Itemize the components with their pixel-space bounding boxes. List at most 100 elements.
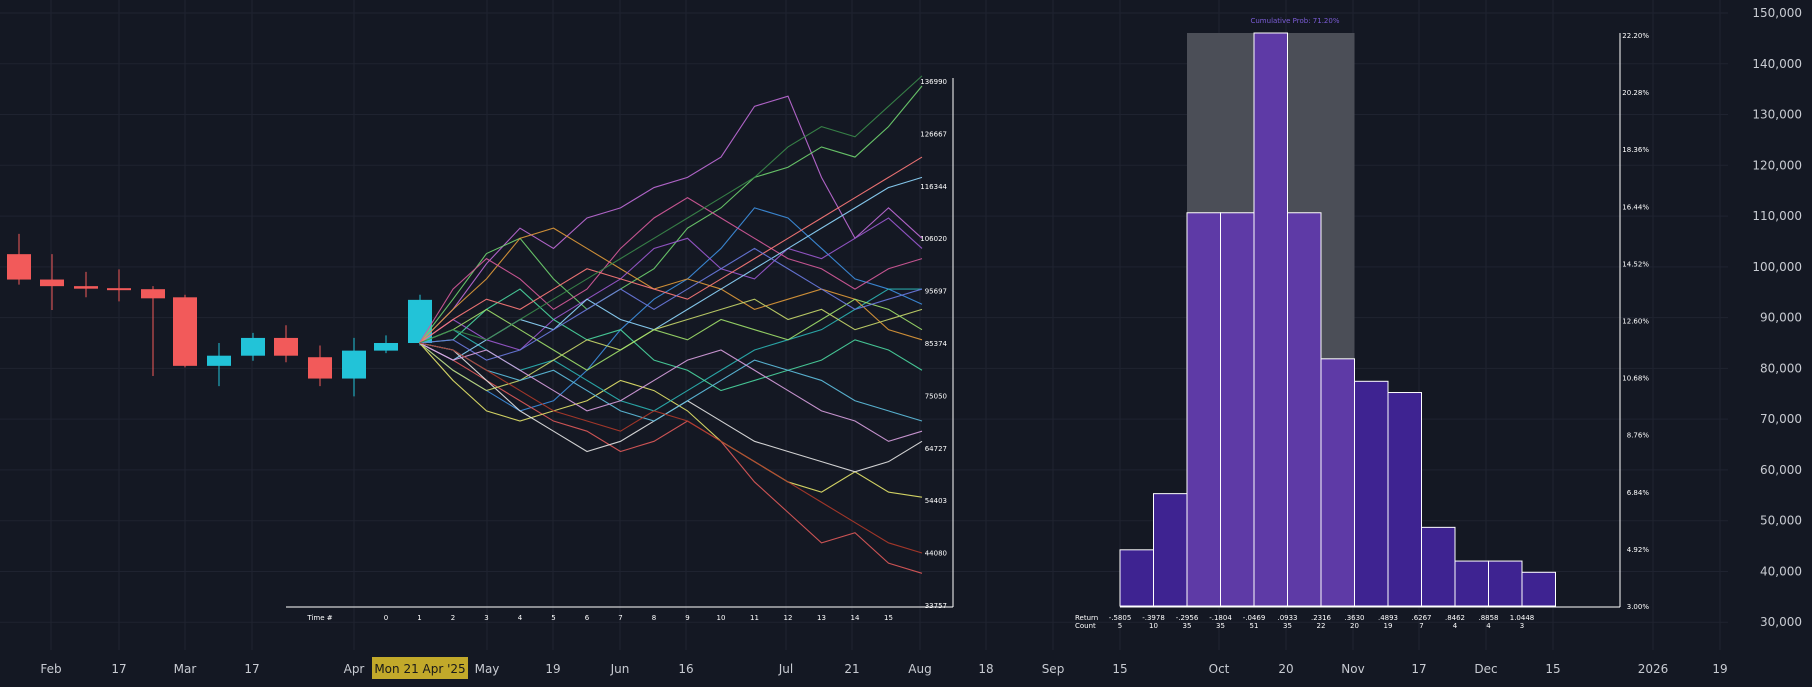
hist-y-tick-label: 10.68% bbox=[1622, 375, 1649, 383]
mc-x-tick-label: 4 bbox=[518, 614, 523, 622]
mc-x-tick-label: 15 bbox=[884, 614, 893, 622]
time-tick-label: Sep bbox=[1042, 662, 1065, 676]
crosshair-date-label: Mon 21 Apr '25 bbox=[374, 662, 465, 676]
time-tick-label: 16 bbox=[678, 662, 693, 676]
hist-return-label: 1.0448 bbox=[1510, 614, 1535, 622]
time-tick-label: 17 bbox=[1411, 662, 1426, 676]
price-tick-label: 80,000 bbox=[1760, 361, 1802, 375]
mc-y-tick-label: 64727 bbox=[925, 445, 947, 453]
histogram-bar bbox=[1153, 493, 1188, 607]
histogram-bar bbox=[1354, 380, 1389, 607]
hist-return-label: .0933 bbox=[1277, 614, 1297, 622]
hist-return-label: .4893 bbox=[1378, 614, 1398, 622]
mc-path-14 bbox=[419, 342, 923, 422]
mc-x-tick-label: 7 bbox=[618, 614, 622, 622]
candle-body bbox=[40, 279, 64, 287]
mc-y-tick-label: 116344 bbox=[920, 183, 947, 191]
candlestick-series bbox=[7, 233, 432, 397]
hist-return-label: -.2956 bbox=[1176, 614, 1199, 622]
mc-y-tick-label: 44080 bbox=[925, 550, 947, 558]
time-tick-label: 19 bbox=[545, 662, 560, 676]
time-tick-label: Aug bbox=[908, 662, 931, 676]
mc-x-tick-label: 2 bbox=[451, 614, 455, 622]
hist-y-tick-label: 8.76% bbox=[1627, 432, 1650, 440]
mc-path-6 bbox=[419, 227, 923, 344]
mc-path-7 bbox=[419, 342, 923, 473]
mc-y-tick-label: 33757 bbox=[925, 602, 947, 610]
hist-y-tick-label: 4.92% bbox=[1627, 546, 1650, 554]
hist-count-label: 20 bbox=[1350, 622, 1359, 630]
histogram-title: Cumulative Prob: 71.20% bbox=[1250, 17, 1339, 25]
candle-body bbox=[107, 288, 131, 291]
candle-body bbox=[173, 297, 197, 366]
mc-path-9 bbox=[419, 288, 923, 392]
price-tick-label: 90,000 bbox=[1760, 311, 1802, 325]
price-tick-label: 40,000 bbox=[1760, 564, 1802, 578]
histogram bbox=[1119, 32, 1621, 608]
hist-return-label: .2316 bbox=[1311, 614, 1332, 622]
price-tick-label: 60,000 bbox=[1760, 463, 1802, 477]
hist-count-label: 5 bbox=[1118, 622, 1122, 630]
mc-path-8 bbox=[419, 217, 923, 351]
candle-body bbox=[342, 350, 366, 379]
time-tick-label: 2026 bbox=[1638, 662, 1669, 676]
monte-carlo-x-label: Time # bbox=[306, 614, 332, 622]
time-tick-label: 17 bbox=[111, 662, 126, 676]
mc-path-13 bbox=[419, 156, 923, 344]
hist-return-label: -.0469 bbox=[1243, 614, 1266, 622]
price-tick-label: 110,000 bbox=[1752, 209, 1802, 223]
candle-body bbox=[207, 355, 231, 366]
hist-return-label: -.5805 bbox=[1109, 614, 1132, 622]
mc-x-tick-label: 5 bbox=[551, 614, 555, 622]
mc-path-2 bbox=[419, 85, 923, 344]
hist-count-label: 7 bbox=[1419, 622, 1423, 630]
mc-y-tick-label: 95697 bbox=[925, 288, 947, 296]
mc-x-tick-label: 0 bbox=[384, 614, 388, 622]
hist-count-label: 4 bbox=[1486, 622, 1491, 630]
candle-body bbox=[408, 299, 432, 344]
hist-count-label: 22 bbox=[1317, 622, 1326, 630]
histogram-y-ticks: 22.20% 20.28% 18.36% 16.44% 14.52% 12.60% 10.6… bbox=[1622, 32, 1649, 611]
time-tick-label: Feb bbox=[40, 662, 61, 676]
monte-carlo-axes bbox=[286, 78, 954, 608]
time-tick-label: 19 bbox=[1712, 662, 1727, 676]
mc-x-tick-label: 12 bbox=[784, 614, 793, 622]
monte-carlo-paths bbox=[419, 75, 923, 574]
mc-y-tick-label: 85374 bbox=[925, 340, 948, 348]
histogram-bar bbox=[1454, 560, 1489, 607]
hist-count-label: 35 bbox=[1183, 622, 1192, 630]
histogram-bar bbox=[1287, 212, 1322, 607]
time-axis[interactable]: Feb 17 Mar 17 Apr May 19 Jun 16 Jul 21 Aug 18 Sep 15 Oc… bbox=[40, 662, 1727, 676]
mc-y-tick-label: 106020 bbox=[920, 235, 947, 243]
mc-x-tick-label: 6 bbox=[585, 614, 590, 622]
mc-path-12 bbox=[419, 298, 923, 392]
hist-y-tick-label: 12.60% bbox=[1622, 318, 1649, 326]
histogram-bar bbox=[1387, 392, 1422, 607]
histogram-bar bbox=[1320, 358, 1355, 607]
hist-y-tick-label: 18.36% bbox=[1622, 146, 1649, 154]
price-tick-label: 50,000 bbox=[1760, 514, 1802, 528]
hist-return-label: .8462 bbox=[1445, 614, 1465, 622]
mc-x-tick-label: 8 bbox=[652, 614, 656, 622]
candle-body bbox=[7, 254, 31, 280]
hist-count-label: 3 bbox=[1520, 622, 1524, 630]
mc-x-tick-label: 14 bbox=[851, 614, 860, 622]
time-tick-label: May bbox=[475, 662, 500, 676]
mc-x-tick-label: 13 bbox=[817, 614, 826, 622]
mc-x-tick-label: 3 bbox=[484, 614, 488, 622]
mc-path-5 bbox=[419, 288, 922, 412]
hist-y-tick-label: 20.28% bbox=[1622, 89, 1649, 97]
histogram-bar bbox=[1521, 571, 1556, 607]
hist-count-label: 35 bbox=[1216, 622, 1225, 630]
mc-y-tick-label: 75050 bbox=[925, 392, 947, 400]
hist-count-label: 19 bbox=[1384, 622, 1393, 630]
hist-return-label: .3630 bbox=[1344, 614, 1364, 622]
mc-path-19 bbox=[419, 342, 923, 554]
price-axis[interactable]: 150,000 140,000 130,000 120,000 110,000 100,0… bbox=[1752, 6, 1802, 629]
candle-body bbox=[374, 343, 398, 351]
hist-y-tick-label: 6.84% bbox=[1627, 489, 1650, 497]
time-tick-label: Apr bbox=[344, 662, 365, 676]
candle-body bbox=[74, 286, 98, 289]
mc-path-17 bbox=[419, 342, 923, 442]
